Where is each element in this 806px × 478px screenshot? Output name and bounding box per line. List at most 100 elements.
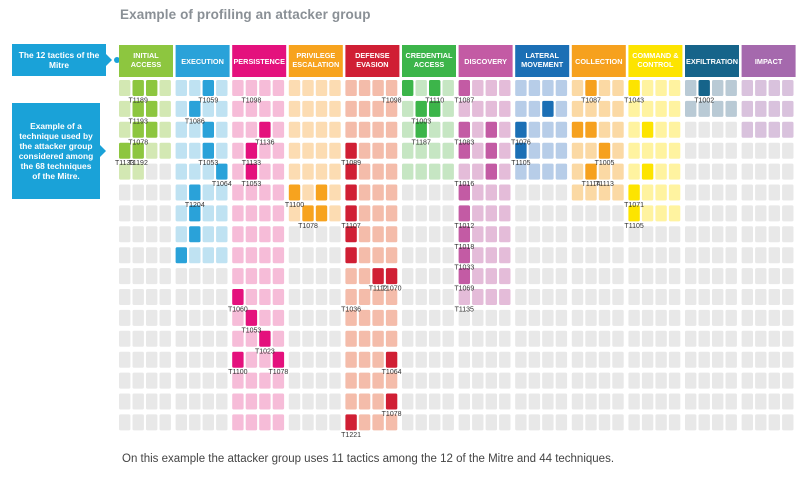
matrix-cell bbox=[542, 351, 554, 368]
matrix-cell bbox=[571, 268, 584, 285]
tactic-header-impact bbox=[741, 45, 796, 77]
matrix-cell bbox=[119, 393, 131, 410]
matrix-cell bbox=[216, 330, 228, 347]
technique-cell bbox=[385, 309, 398, 326]
technique-label: T1192 bbox=[129, 160, 148, 167]
technique-cell bbox=[272, 142, 285, 159]
technique-cell bbox=[272, 205, 285, 222]
technique-cell bbox=[725, 80, 737, 96]
tactic-header-persistence bbox=[232, 45, 287, 77]
technique-cell bbox=[302, 80, 314, 96]
technique-cell bbox=[202, 100, 214, 117]
matrix-cell bbox=[528, 226, 541, 243]
matrix-cell bbox=[119, 414, 131, 431]
matrix-cell bbox=[515, 205, 527, 222]
matrix-cell bbox=[628, 289, 640, 305]
technique-cell bbox=[429, 142, 441, 159]
used-technique-cell bbox=[146, 121, 158, 138]
technique-cell bbox=[655, 163, 667, 180]
technique-cell bbox=[372, 184, 384, 201]
technique-label: T1043 bbox=[624, 98, 644, 105]
technique-cell bbox=[345, 289, 357, 305]
technique-cell bbox=[272, 121, 285, 138]
technique-cell bbox=[442, 142, 454, 159]
technique-cell bbox=[272, 268, 285, 285]
matrix-cell bbox=[302, 247, 314, 264]
technique-cell bbox=[189, 121, 201, 138]
technique-cell bbox=[216, 142, 228, 159]
tactic-label-lateral-movement: LATERAL MOVEMENT bbox=[521, 51, 564, 69]
matrix-cell bbox=[668, 309, 681, 326]
matrix-cell bbox=[782, 372, 794, 389]
matrix-cell bbox=[216, 351, 228, 368]
matrix-cell bbox=[668, 289, 681, 305]
matrix-cell bbox=[216, 268, 228, 285]
matrix-cell bbox=[712, 268, 724, 285]
technique-label: T1053 bbox=[241, 181, 261, 188]
matrix-cell bbox=[585, 393, 597, 410]
technique-cell bbox=[741, 121, 753, 138]
matrix-cell bbox=[472, 393, 484, 410]
matrix-cell bbox=[725, 142, 737, 159]
technique-cell bbox=[741, 80, 753, 96]
matrix-cell bbox=[628, 309, 640, 326]
matrix-cell bbox=[685, 184, 697, 201]
matrix-cell bbox=[555, 247, 568, 264]
used-technique-cell bbox=[429, 100, 441, 117]
matrix-cell bbox=[585, 330, 597, 347]
matrix-cell bbox=[442, 268, 454, 285]
matrix-cell bbox=[442, 393, 454, 410]
matrix-cell bbox=[782, 226, 794, 243]
matrix-cell bbox=[302, 226, 314, 243]
technique-cell bbox=[415, 80, 427, 96]
matrix-cell bbox=[175, 268, 187, 285]
matrix-cell bbox=[725, 247, 737, 264]
matrix-cell bbox=[542, 414, 554, 431]
matrix-cell bbox=[515, 372, 527, 389]
matrix-cell bbox=[712, 163, 724, 180]
technique-cell bbox=[245, 121, 258, 138]
used-technique-cell bbox=[542, 100, 554, 117]
technique-label: T1078 bbox=[128, 139, 148, 146]
matrix-cell bbox=[119, 226, 131, 243]
technique-cell bbox=[585, 100, 597, 117]
matrix-cell bbox=[429, 351, 441, 368]
matrix-cell bbox=[132, 247, 144, 264]
technique-cell bbox=[571, 142, 584, 159]
technique-cell bbox=[528, 163, 541, 180]
matrix-cell bbox=[755, 142, 767, 159]
technique-cell bbox=[358, 163, 371, 180]
used-technique-cell bbox=[345, 414, 357, 431]
matrix-cell bbox=[288, 247, 301, 264]
matrix-cell bbox=[485, 351, 497, 368]
matrix-cell bbox=[555, 414, 568, 431]
matrix-cell bbox=[515, 226, 527, 243]
technique-cell bbox=[245, 100, 258, 117]
matrix-cell bbox=[655, 268, 667, 285]
technique-cell bbox=[245, 247, 258, 264]
technique-cell bbox=[272, 289, 285, 305]
technique-label: T1076 bbox=[511, 139, 531, 146]
matrix-cell bbox=[189, 330, 201, 347]
tactic-label-privilege-escalation: PRIVILEGE ESCALATION bbox=[292, 51, 339, 69]
matrix-cell bbox=[755, 289, 767, 305]
technique-cell bbox=[132, 163, 144, 180]
technique-cell bbox=[345, 80, 357, 96]
used-technique-cell bbox=[132, 121, 144, 138]
technique-cell bbox=[189, 80, 201, 96]
matrix-cell bbox=[528, 330, 541, 347]
matrix-cell bbox=[429, 289, 441, 305]
matrix-cell bbox=[768, 330, 780, 347]
matrix-cell bbox=[685, 205, 697, 222]
technique-label: T1098 bbox=[241, 98, 261, 105]
matrix-cell bbox=[329, 351, 341, 368]
matrix-cell bbox=[555, 393, 568, 410]
matrix-cell bbox=[485, 372, 497, 389]
matrix-cell bbox=[782, 142, 794, 159]
technique-cell bbox=[571, 184, 584, 201]
technique-cell bbox=[485, 289, 497, 305]
technique-label: T1064 bbox=[212, 181, 232, 188]
matrix-cell bbox=[741, 414, 753, 431]
technique-cell bbox=[202, 247, 214, 264]
matrix-cell bbox=[655, 330, 667, 347]
